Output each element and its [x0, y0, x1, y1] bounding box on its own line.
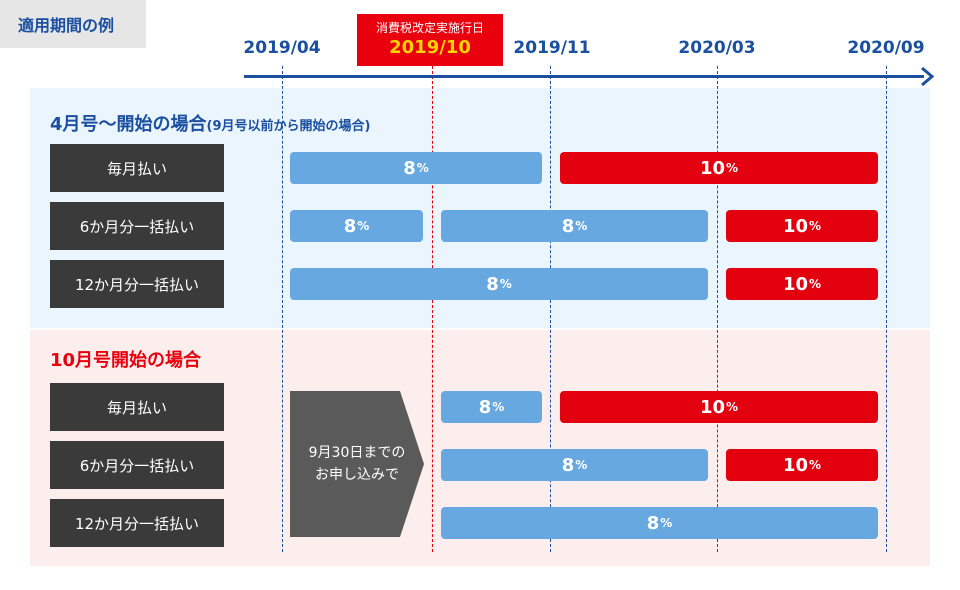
april-12month-bar-10: 10%: [726, 268, 878, 300]
guide-line-2019-11: [550, 66, 551, 552]
guide-line-2020-09: [886, 66, 887, 552]
axis-date-2020-03: 2020/03: [678, 38, 756, 58]
october-row-12month-label: 12か月分一括払い: [50, 499, 224, 547]
guide-line-2020-03: [717, 66, 718, 552]
october-row-monthly-label: 毎月払い: [50, 383, 224, 431]
october-monthly-bar-8: 8%: [441, 391, 542, 423]
april-subtitle: (9月号以前から開始の場合): [206, 119, 371, 134]
tax-change-date-value: 2019/10: [389, 37, 471, 58]
april-section-title: 4月号〜開始の場合(9月号以前から開始の場合): [50, 110, 370, 136]
april-monthly-bar-10: 10%: [560, 152, 878, 184]
october-monthly-bar-10: 10%: [560, 391, 878, 423]
axis-date-2019-11: 2019/11: [513, 38, 591, 58]
april-row-12month-label: 12か月分一括払い: [50, 260, 224, 308]
timeline-arrow-icon: [921, 66, 935, 86]
application-deadline-arrow: [290, 391, 424, 537]
october-section-title: 10月号開始の場合: [50, 350, 202, 371]
april-title-text: 4月号〜開始の場合: [50, 114, 207, 135]
october-6month-bar-8: 8%: [441, 449, 708, 481]
note-line-2: お申し込みで: [315, 467, 399, 483]
april-row-6month-label: 6か月分一括払い: [50, 202, 224, 250]
axis-date-2020-09: 2020/09: [847, 38, 925, 58]
october-12month-bar-8: 8%: [441, 507, 878, 539]
timeline-axis: [244, 75, 924, 78]
guide-line-2019-10: [432, 66, 433, 552]
october-6month-bar-10: 10%: [726, 449, 878, 481]
october-row-6month-label: 6か月分一括払い: [50, 441, 224, 489]
guide-line-2019-04: [282, 66, 283, 552]
example-tag: 適用期間の例: [0, 0, 146, 48]
april-row-monthly-label: 毎月払い: [50, 144, 224, 192]
april-6month-bar-8-first: 8%: [290, 210, 423, 242]
note-line-1: 9月30日までの: [308, 445, 406, 461]
april-12month-bar-8: 8%: [290, 268, 708, 300]
april-6month-bar-10: 10%: [726, 210, 878, 242]
april-monthly-bar-8: 8%: [290, 152, 542, 184]
axis-date-2019-04: 2019/04: [243, 38, 321, 58]
application-deadline-note: 9月30日までの お申し込みで: [290, 391, 424, 537]
tax-change-date-label: 消費税改定実施行日: [375, 21, 484, 35]
tax-change-date-badge: 消費税改定実施行日 2019/10: [357, 14, 503, 66]
april-6month-bar-8-second: 8%: [441, 210, 708, 242]
